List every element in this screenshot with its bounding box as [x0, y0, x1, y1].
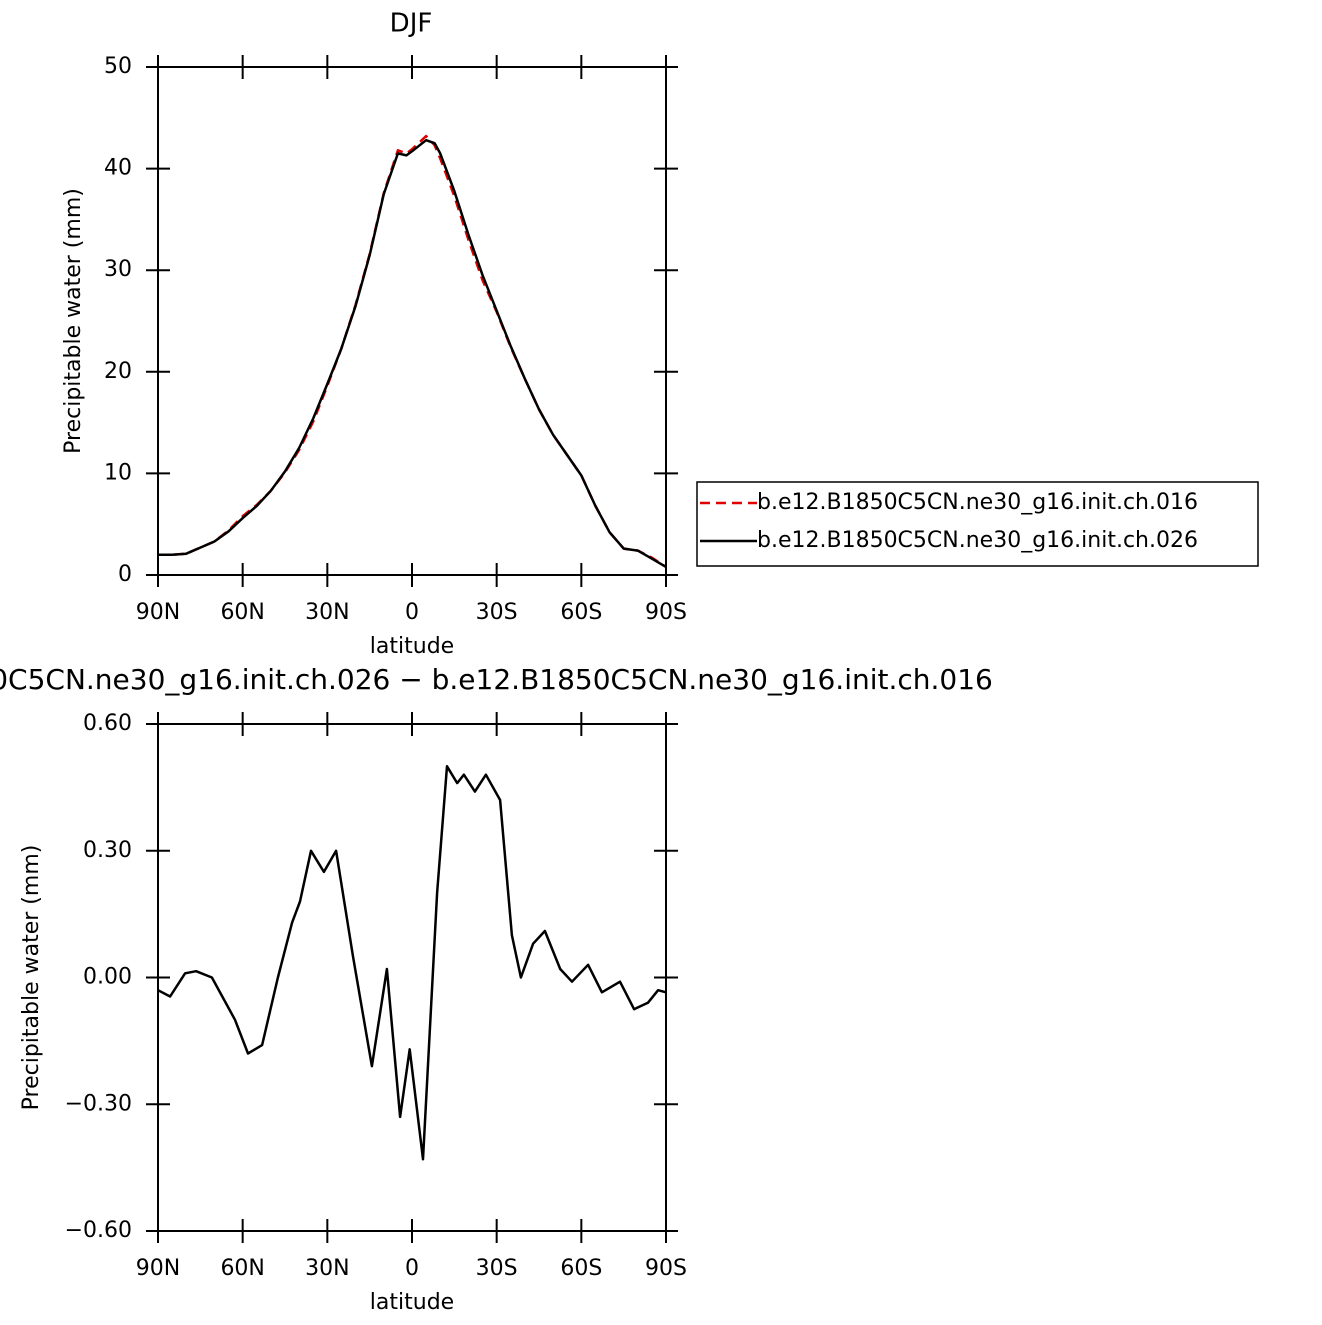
y-tick-label: −0.60: [65, 1218, 132, 1243]
x-tick-label: 90N: [136, 600, 180, 625]
x-axis-label: latitude: [370, 634, 454, 659]
data-line: [158, 134, 667, 568]
x-tick-label: 0: [405, 600, 419, 625]
x-tick-label: 30S: [476, 1256, 518, 1281]
data-line: [157, 765, 667, 1161]
x-tick-label: 60N: [220, 600, 264, 625]
x-tick-label: 60N: [220, 1256, 264, 1281]
y-tick-label: 50: [104, 54, 132, 79]
legend-label: b.e12.B1850C5CN.ne30_g16.init.ch.016: [757, 490, 1198, 515]
y-axis-label: Precipitable water (mm): [19, 845, 44, 1111]
data-line: [158, 138, 667, 568]
difference-title: b.e12.B1850C5CN.ne30_g16.init.ch.026 − b…: [0, 663, 993, 696]
y-tick-label: 40: [104, 156, 132, 181]
legend-label: b.e12.B1850C5CN.ne30_g16.init.ch.026: [757, 528, 1198, 553]
x-tick-label: 60S: [560, 1256, 602, 1281]
x-tick-label: 0: [405, 1256, 419, 1281]
x-tick-label: 90N: [136, 1256, 180, 1281]
x-tick-label: 30N: [305, 1256, 349, 1281]
y-tick-label: 0.30: [83, 838, 132, 863]
y-tick-label: 10: [104, 460, 132, 485]
y-tick-label: 20: [104, 359, 132, 384]
y-tick-label: 0.60: [83, 711, 132, 736]
y-tick-label: −0.30: [65, 1091, 132, 1116]
chart-title: DJF: [390, 9, 433, 39]
plot-frame: [157, 723, 667, 1232]
y-tick-label: 0: [118, 562, 132, 587]
y-axis-label: Precipitable water (mm): [61, 188, 86, 454]
x-tick-label: 30S: [476, 600, 518, 625]
x-tick-label: 30N: [305, 600, 349, 625]
y-tick-label: 30: [104, 257, 132, 282]
x-tick-label: 90S: [645, 600, 687, 625]
x-tick-label: 60S: [560, 600, 602, 625]
plot-frame: [157, 66, 667, 576]
x-tick-label: 90S: [645, 1256, 687, 1281]
y-tick-label: 0.00: [83, 965, 132, 990]
x-axis-label: latitude: [370, 1290, 454, 1315]
legend-box: [696, 481, 1259, 567]
